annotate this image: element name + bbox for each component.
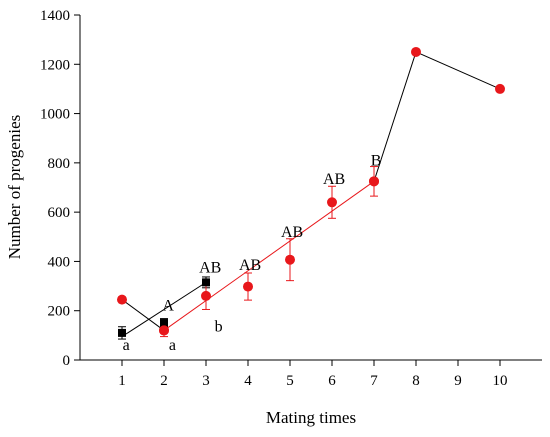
y-tick-label: 200 <box>48 304 71 320</box>
data-point-circle <box>369 176 379 187</box>
fit-line <box>163 180 375 331</box>
x-tick-label: 1 <box>118 373 126 389</box>
connect-line <box>373 51 501 182</box>
data-point-circle <box>159 325 169 336</box>
significance-label: AB <box>239 257 261 274</box>
significance-label: b <box>215 319 223 336</box>
significance-label: AB <box>281 224 303 241</box>
data-markers <box>117 46 505 337</box>
connect-lines <box>121 51 501 331</box>
y-tick-label: 1000 <box>40 107 70 123</box>
data-point-circle <box>411 46 421 57</box>
x-ticks: 1 2 3 4 5 6 7 8 9 10 <box>118 360 508 389</box>
significance-label: AB <box>323 171 345 188</box>
x-tick-label: 5 <box>286 373 294 389</box>
connect-line <box>121 299 165 331</box>
significance-label: A <box>162 298 174 315</box>
y-tick-label: 600 <box>48 205 71 221</box>
x-tick-label: 2 <box>160 373 168 389</box>
y-tick-label: 1400 <box>40 8 70 24</box>
x-tick-label: 8 <box>412 373 420 389</box>
data-point-circle <box>495 83 505 94</box>
significance-label: a <box>169 337 176 354</box>
significance-label: AB <box>199 260 221 277</box>
data-point-circle <box>201 290 211 301</box>
data-point-circle <box>327 197 337 208</box>
fit-line <box>121 281 207 338</box>
x-tick-label: 3 <box>202 373 210 389</box>
x-tick-label: 4 <box>244 373 252 389</box>
data-point-square <box>160 319 168 328</box>
data-point-square <box>118 328 126 337</box>
significance-label: a <box>123 337 130 354</box>
error-bars <box>118 166 378 340</box>
significance-annotations: a a A AB b AB AB AB B <box>123 152 382 354</box>
y-tick-label: 1200 <box>40 57 70 73</box>
y-axis-title: Number of progenies <box>5 115 24 259</box>
fit-lines <box>121 180 375 338</box>
data-point-circle <box>117 294 127 305</box>
axes <box>79 15 542 361</box>
y-ticks: 0 200 400 600 800 1000 1200 1400 <box>40 8 80 369</box>
data-point-circle <box>285 254 295 265</box>
x-tick-label: 9 <box>454 373 462 389</box>
y-tick-label: 0 <box>63 353 71 369</box>
data-point-circle <box>243 281 253 292</box>
data-point-square <box>202 278 210 287</box>
x-tick-label: 6 <box>328 373 336 389</box>
x-axis-title: Mating times <box>266 408 356 427</box>
x-tick-label: 10 <box>493 373 508 389</box>
x-tick-label: 7 <box>370 373 378 389</box>
y-tick-label: 800 <box>48 156 71 172</box>
y-tick-label: 400 <box>48 254 71 270</box>
significance-label: B <box>371 152 382 169</box>
